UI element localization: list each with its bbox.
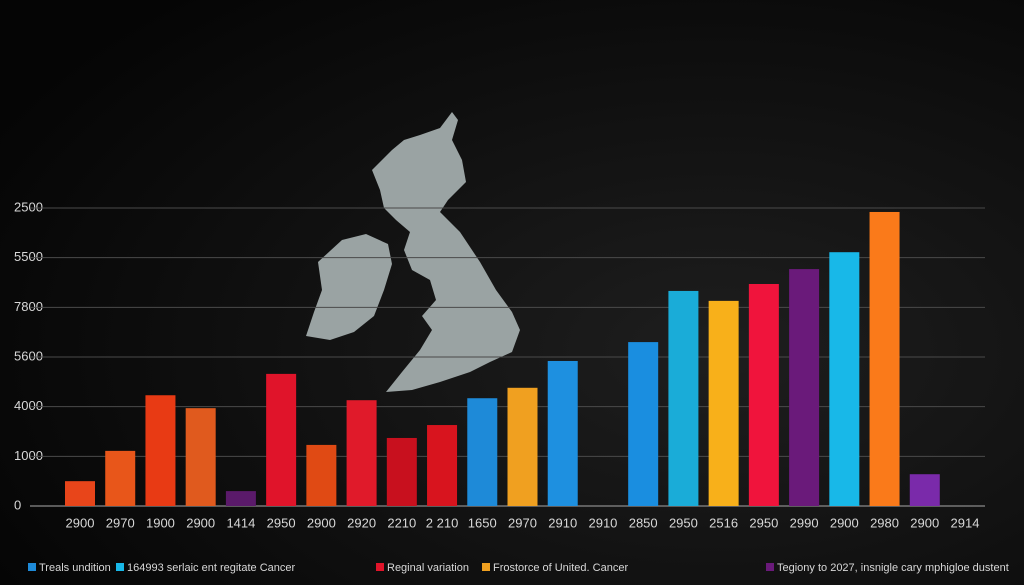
x-tick-label: 2970 <box>106 515 135 530</box>
x-tick-label: 2990 <box>790 515 819 530</box>
x-tick-label: 2900 <box>307 515 336 530</box>
x-tick-label: 2970 <box>508 515 537 530</box>
legend: Treals undition 164993 serlaic ent regita… <box>28 562 1009 574</box>
bar <box>748 283 779 506</box>
x-tick-label: 2516 <box>709 515 738 530</box>
y-tick-label: 7800 <box>14 299 43 314</box>
bar <box>306 444 337 506</box>
legend-label: Reginal variation <box>387 562 469 574</box>
legend-label: 164993 serlaic ent regitate Cancer <box>127 562 295 574</box>
legend-swatch <box>376 563 384 571</box>
y-tick-label: 1000 <box>14 448 43 463</box>
x-tick-label: 1650 <box>468 515 497 530</box>
x-tick-label: 1900 <box>146 515 175 530</box>
x-tick-label: 2910 <box>588 515 617 530</box>
bar <box>467 398 498 506</box>
bar <box>547 360 578 506</box>
x-tick-label: 2210 <box>387 515 416 530</box>
bar <box>628 342 659 506</box>
legend-swatch <box>28 563 36 571</box>
x-tick-label: 2900 <box>186 515 215 530</box>
bar <box>145 395 176 506</box>
x-tick-label: 2950 <box>267 515 296 530</box>
y-tick-label: 0 <box>14 497 21 512</box>
bar <box>708 300 739 506</box>
bar <box>668 290 699 506</box>
x-tick-label: 2920 <box>347 515 376 530</box>
x-tick-label: 2950 <box>749 515 778 530</box>
bar <box>427 425 458 506</box>
legend-swatch <box>766 563 774 571</box>
bar <box>386 437 417 506</box>
bar <box>909 474 940 506</box>
x-tick-label: 2900 <box>910 515 939 530</box>
x-tick-label: 2850 <box>629 515 658 530</box>
bar <box>225 491 256 506</box>
x-tick-label: 2900 <box>66 515 95 530</box>
bar <box>185 408 216 506</box>
y-tick-label: 5500 <box>14 249 43 264</box>
legend-label: Tegiony to 2027, insnigle cary mphigloe … <box>777 562 1009 574</box>
x-tick-label: 2900 <box>830 515 859 530</box>
bar <box>346 400 377 506</box>
x-tick-label: 2980 <box>870 515 899 530</box>
uk-map <box>306 112 520 392</box>
bar <box>507 387 538 506</box>
bar <box>65 481 95 506</box>
legend-label: Frostorce of United. Cancer <box>493 562 628 574</box>
bar <box>266 373 297 506</box>
x-tick-label: 2 210 <box>426 515 459 530</box>
bar <box>829 252 860 506</box>
x-tick-label: 1414 <box>226 515 255 530</box>
x-tick-label: 2950 <box>669 515 698 530</box>
y-tick-label: 4000 <box>14 398 43 413</box>
bar <box>105 450 136 506</box>
x-tick-label: 2914 <box>951 515 980 530</box>
legend-swatch <box>482 563 490 571</box>
legend-swatch <box>116 563 124 571</box>
x-tick-label: 2910 <box>548 515 577 530</box>
bar <box>789 269 820 506</box>
y-tick-label: 5600 <box>14 348 43 363</box>
legend-label: Treals undition <box>39 562 111 574</box>
y-tick-label: 2500 <box>14 199 43 214</box>
bar <box>869 211 900 506</box>
